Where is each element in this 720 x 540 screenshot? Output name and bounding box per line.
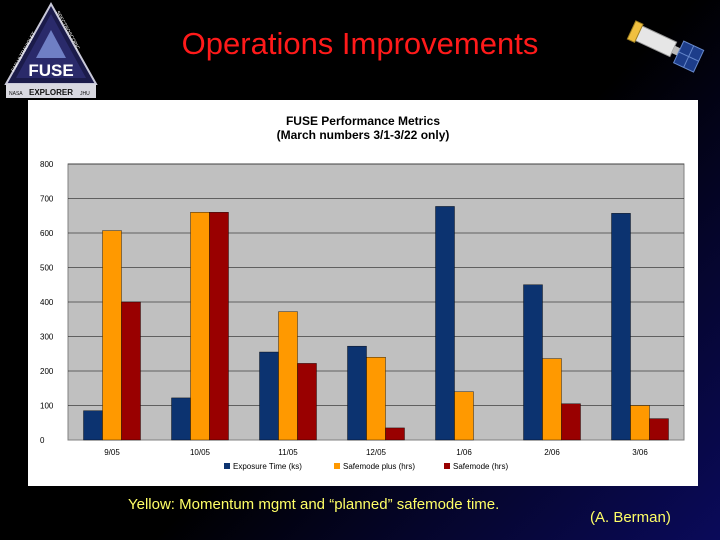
bar bbox=[102, 230, 122, 441]
y-tick-label: 600 bbox=[40, 229, 54, 238]
bar bbox=[209, 212, 229, 441]
bar bbox=[561, 403, 581, 441]
y-tick-label: 0 bbox=[40, 436, 45, 445]
bar bbox=[347, 345, 367, 441]
logo-bottom-text: EXPLORER bbox=[29, 88, 73, 97]
logo-main-text: FUSE bbox=[28, 61, 73, 80]
y-tick-label: 500 bbox=[40, 264, 54, 273]
bar bbox=[278, 311, 298, 441]
satellite-icon bbox=[624, 16, 708, 76]
y-tick-label: 800 bbox=[40, 160, 54, 169]
y-tick-label: 100 bbox=[40, 402, 54, 411]
bar bbox=[83, 410, 103, 441]
x-tick-label: 10/05 bbox=[190, 448, 211, 457]
bar bbox=[366, 357, 386, 441]
y-tick-label: 200 bbox=[40, 367, 54, 376]
legend-swatch bbox=[334, 463, 340, 469]
performance-metrics-chart: FUSE Performance Metrics(March numbers 3… bbox=[40, 114, 685, 471]
bar bbox=[435, 206, 455, 441]
x-tick-label: 1/06 bbox=[456, 448, 472, 457]
x-tick-label: 11/05 bbox=[278, 448, 298, 457]
bar bbox=[259, 351, 279, 441]
legend-label: Exposure Time (ks) bbox=[233, 462, 302, 471]
bar bbox=[121, 301, 141, 441]
x-tick-label: 2/06 bbox=[544, 448, 560, 457]
bar bbox=[649, 418, 669, 441]
x-tick-label: 3/06 bbox=[632, 448, 648, 457]
y-tick-label: 400 bbox=[40, 298, 54, 307]
credit-text: (A. Berman) bbox=[590, 509, 671, 526]
slide-title: Operations Improvements bbox=[181, 26, 539, 61]
bar bbox=[171, 397, 191, 441]
chart-panel: FUSE Performance Metrics (March numbers 3… bbox=[28, 100, 698, 486]
legend-label: Safemode plus (hrs) bbox=[343, 462, 415, 471]
bar bbox=[454, 391, 474, 441]
y-tick-label: 300 bbox=[40, 333, 54, 342]
logo-right-small: JHU bbox=[80, 91, 90, 97]
caption-text: Yellow: Momentum mgmt and “planned” safe… bbox=[128, 496, 500, 513]
legend-swatch bbox=[224, 463, 230, 469]
bar bbox=[542, 358, 562, 441]
bar bbox=[190, 212, 210, 441]
logo-left-small: NASA bbox=[9, 91, 23, 97]
legend-swatch bbox=[444, 463, 450, 469]
bar bbox=[630, 405, 650, 441]
bar bbox=[523, 284, 543, 441]
x-tick-label: 12/05 bbox=[366, 448, 387, 457]
legend-label: Safemode (hrs) bbox=[453, 462, 508, 471]
fuse-logo: FUSE EXPLORER NASA JHU FAR ULTRAVIOLET S… bbox=[0, 0, 102, 102]
bar bbox=[611, 213, 631, 441]
bar bbox=[297, 363, 317, 441]
chart-title: FUSE Performance Metrics bbox=[286, 114, 440, 128]
y-tick-label: 700 bbox=[40, 195, 54, 204]
chart-subtitle: (March numbers 3/1-3/22 only) bbox=[277, 128, 450, 142]
bar bbox=[385, 427, 405, 441]
x-tick-label: 9/05 bbox=[104, 448, 120, 457]
